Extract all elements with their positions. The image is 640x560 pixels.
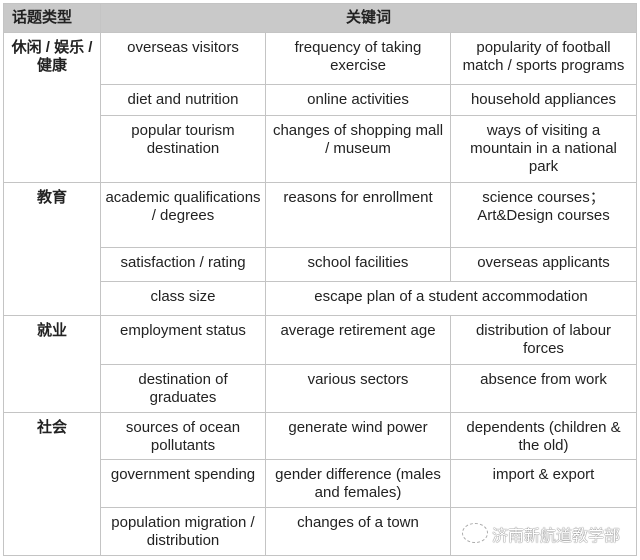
keyword-cell: class size	[100, 281, 266, 316]
header-category: 话题类型	[3, 3, 101, 33]
keyword-cell: diet and nutrition	[100, 84, 266, 116]
keyword-cell: gender difference (males and females)	[265, 459, 451, 508]
header-keywords: 关键词	[99, 3, 638, 33]
keyword-cell: popular tourism destination	[100, 115, 266, 183]
keyword-cell: dependents (children & the old)	[449, 412, 638, 460]
keyword-cell: distribution of labour forces	[449, 315, 638, 365]
keyword-cell: household appliances	[449, 84, 638, 116]
table-row: government spending gender difference (m…	[4, 459, 638, 508]
keyword-cell: average retirement age	[265, 315, 451, 365]
table-row: population migration / distribution chan…	[4, 507, 638, 556]
keyword-cell: ways of visiting a mountain in a nationa…	[449, 115, 638, 183]
keyword-cell: population migration / distribution	[100, 507, 266, 556]
watermark-logo-icon	[462, 523, 488, 543]
keyword-cell: popularity of football match / sports pr…	[449, 32, 638, 85]
keyword-cell: employment status	[100, 315, 266, 365]
keyword-cell: changes of shopping mall / museum	[265, 115, 451, 183]
keyword-cell: reasons for enrollment	[265, 182, 451, 248]
keyword-cell: frequency of taking exercise	[265, 32, 451, 85]
keyword-cell: online activities	[265, 84, 451, 116]
keyword-cell: various sectors	[265, 364, 451, 413]
table-row: destination of graduates various sectors…	[4, 364, 638, 413]
table-row: diet and nutrition online activities hou…	[4, 84, 638, 116]
keyword-cell: changes of a town	[265, 507, 451, 556]
table-row: 就业 employment status average retirement …	[3, 315, 638, 413]
table-row: class size escape plan of a student acco…	[4, 281, 638, 316]
header-row: 话题类型 关键词	[3, 3, 638, 33]
category-cell: 就业	[3, 315, 101, 413]
keyword-cell: sources of ocean pollutants	[100, 412, 266, 460]
keyword-cell: import & export	[449, 459, 638, 508]
keyword-cell: overseas applicants	[449, 247, 638, 282]
table-row: satisfaction / rating school facilities …	[4, 247, 638, 282]
category-cell: 休闲 / 娱乐 / 健康	[3, 32, 101, 183]
category-cell: 教育	[3, 182, 101, 316]
keyword-cell: escape plan of a student accommodation	[264, 281, 638, 316]
table-row: 休闲 / 娱乐 / 健康 overseas visitors frequency…	[3, 32, 638, 183]
keyword-cell: destination of graduates	[100, 364, 266, 413]
keyword-cell: government spending	[100, 459, 266, 508]
table-row: popular tourism destination changes of s…	[4, 115, 638, 183]
keyword-cell: overseas visitors	[100, 32, 266, 85]
keyword-cell: absence from work	[449, 364, 638, 413]
keyword-cell: academic qualifications / degrees	[100, 182, 266, 248]
table-row: 社会 sources of ocean pollutants generate …	[3, 412, 638, 556]
topic-keyword-table: 话题类型 关键词 休闲 / 娱乐 / 健康 overseas visitors …	[3, 3, 638, 556]
category-cell: 社会	[3, 412, 101, 556]
watermark: 济南新航道教学部	[492, 528, 621, 545]
keyword-cell: school facilities	[265, 247, 451, 282]
keyword-cell: satisfaction / rating	[100, 247, 266, 282]
keyword-cell: generate wind power	[265, 412, 451, 460]
keyword-cell: science courses；Art&Design courses	[449, 182, 638, 248]
table-row: 教育 academic qualifications / degrees rea…	[3, 182, 638, 316]
